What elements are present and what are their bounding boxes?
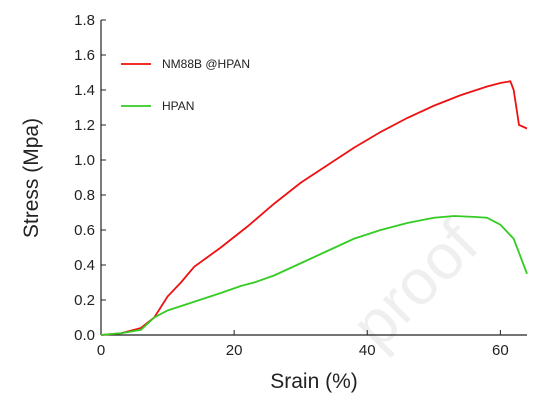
x-tick-label: 0 bbox=[97, 342, 105, 359]
y-tick-label: 1.0 bbox=[74, 152, 95, 169]
y-tick-label: 0.2 bbox=[74, 292, 95, 309]
y-tick-label: 1.4 bbox=[74, 82, 95, 99]
y-tick-label: 1.2 bbox=[74, 117, 95, 134]
y-tick-label: 0.0 bbox=[74, 327, 95, 344]
x-tick-label: 20 bbox=[226, 342, 243, 359]
y-tick-label: 1.8 bbox=[74, 12, 95, 29]
y-tick-label: 0.6 bbox=[74, 222, 95, 239]
x-tick-label: 40 bbox=[359, 342, 376, 359]
watermark: proof bbox=[337, 207, 491, 361]
legend-label: HPAN bbox=[162, 99, 194, 113]
x-axis-title: Srain (%) bbox=[270, 370, 358, 393]
y-tick-label: 1.6 bbox=[74, 47, 95, 64]
x-tick-label: 60 bbox=[492, 342, 509, 359]
y-tick-label: 0.4 bbox=[74, 257, 95, 274]
series-line bbox=[100, 215, 528, 336]
legend-label: NM88B @HPAN bbox=[162, 57, 250, 71]
series-line bbox=[100, 80, 528, 336]
y-tick-label: 0.8 bbox=[74, 187, 95, 204]
y-axis-title: Stress (Mpa) bbox=[20, 118, 43, 238]
